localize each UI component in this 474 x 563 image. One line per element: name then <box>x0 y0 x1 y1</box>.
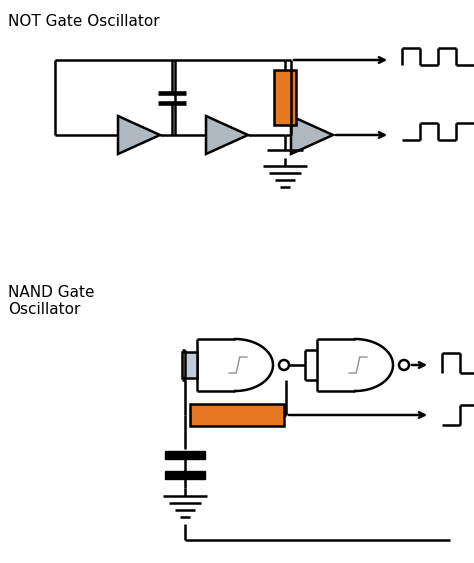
Bar <box>182 352 197 378</box>
Circle shape <box>399 360 409 370</box>
Polygon shape <box>118 116 160 154</box>
Bar <box>274 70 296 125</box>
Bar <box>165 451 205 459</box>
Circle shape <box>279 360 289 370</box>
Text: NOT Gate Oscillator: NOT Gate Oscillator <box>8 14 160 29</box>
Bar <box>165 471 205 479</box>
Polygon shape <box>291 116 333 154</box>
Text: NAND Gate
Oscillator: NAND Gate Oscillator <box>8 285 94 318</box>
Polygon shape <box>206 116 248 154</box>
Bar <box>190 404 284 426</box>
